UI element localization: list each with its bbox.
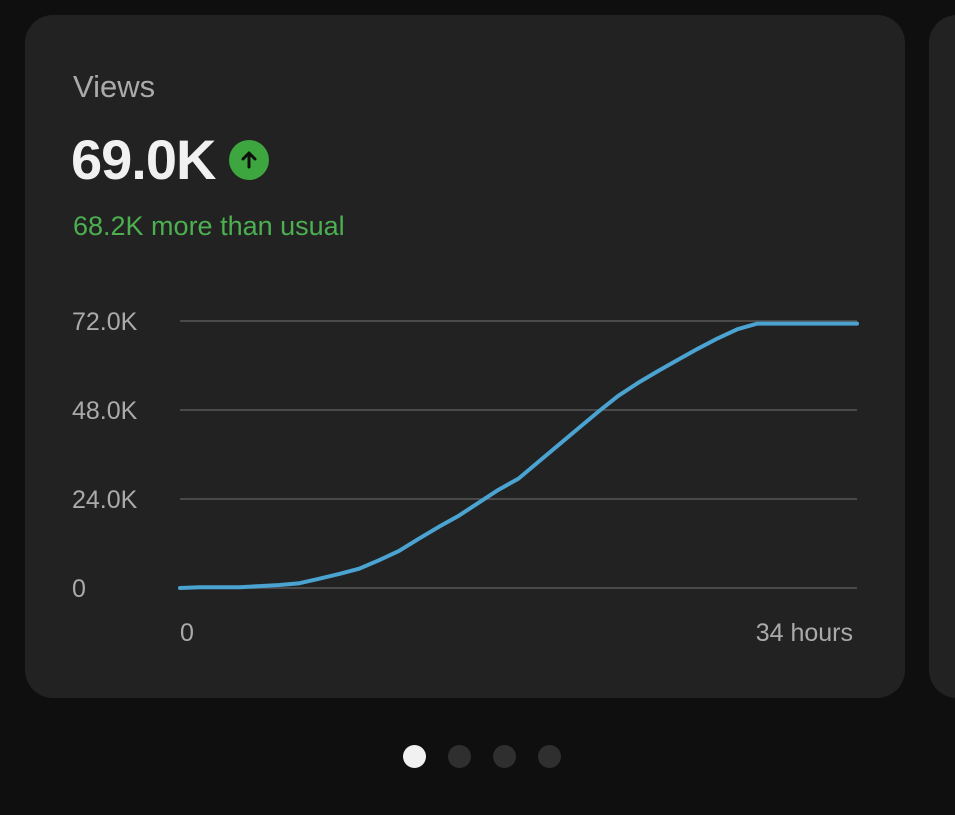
x-tick-label: 34 hours [756, 619, 853, 647]
y-tick-label: 0 [72, 575, 86, 603]
y-tick-label: 24.0K [72, 486, 138, 514]
pager-dot[interactable] [403, 745, 426, 768]
next-metric-card[interactable] [929, 15, 955, 698]
views-series-line [180, 324, 857, 588]
pager-dot[interactable] [538, 745, 561, 768]
pager-dot[interactable] [448, 745, 471, 768]
chart-x-tick-labels: 0 34 hours [180, 619, 853, 647]
pager-dots [0, 744, 955, 768]
chart-y-tick-labels: 0 24.0K 48.0K 72.0K [72, 308, 138, 603]
views-line-chart: 0 24.0K 48.0K 72.0K 0 34 hours [25, 15, 905, 698]
y-tick-label: 72.0K [72, 308, 138, 336]
views-metric-card[interactable]: Views 69.0K 68.2K more than usual 0 24.0K… [25, 15, 905, 698]
pager-dot[interactable] [493, 745, 516, 768]
x-tick-label: 0 [180, 619, 194, 647]
chart-gridlines [180, 321, 857, 588]
y-tick-label: 48.0K [72, 397, 138, 425]
